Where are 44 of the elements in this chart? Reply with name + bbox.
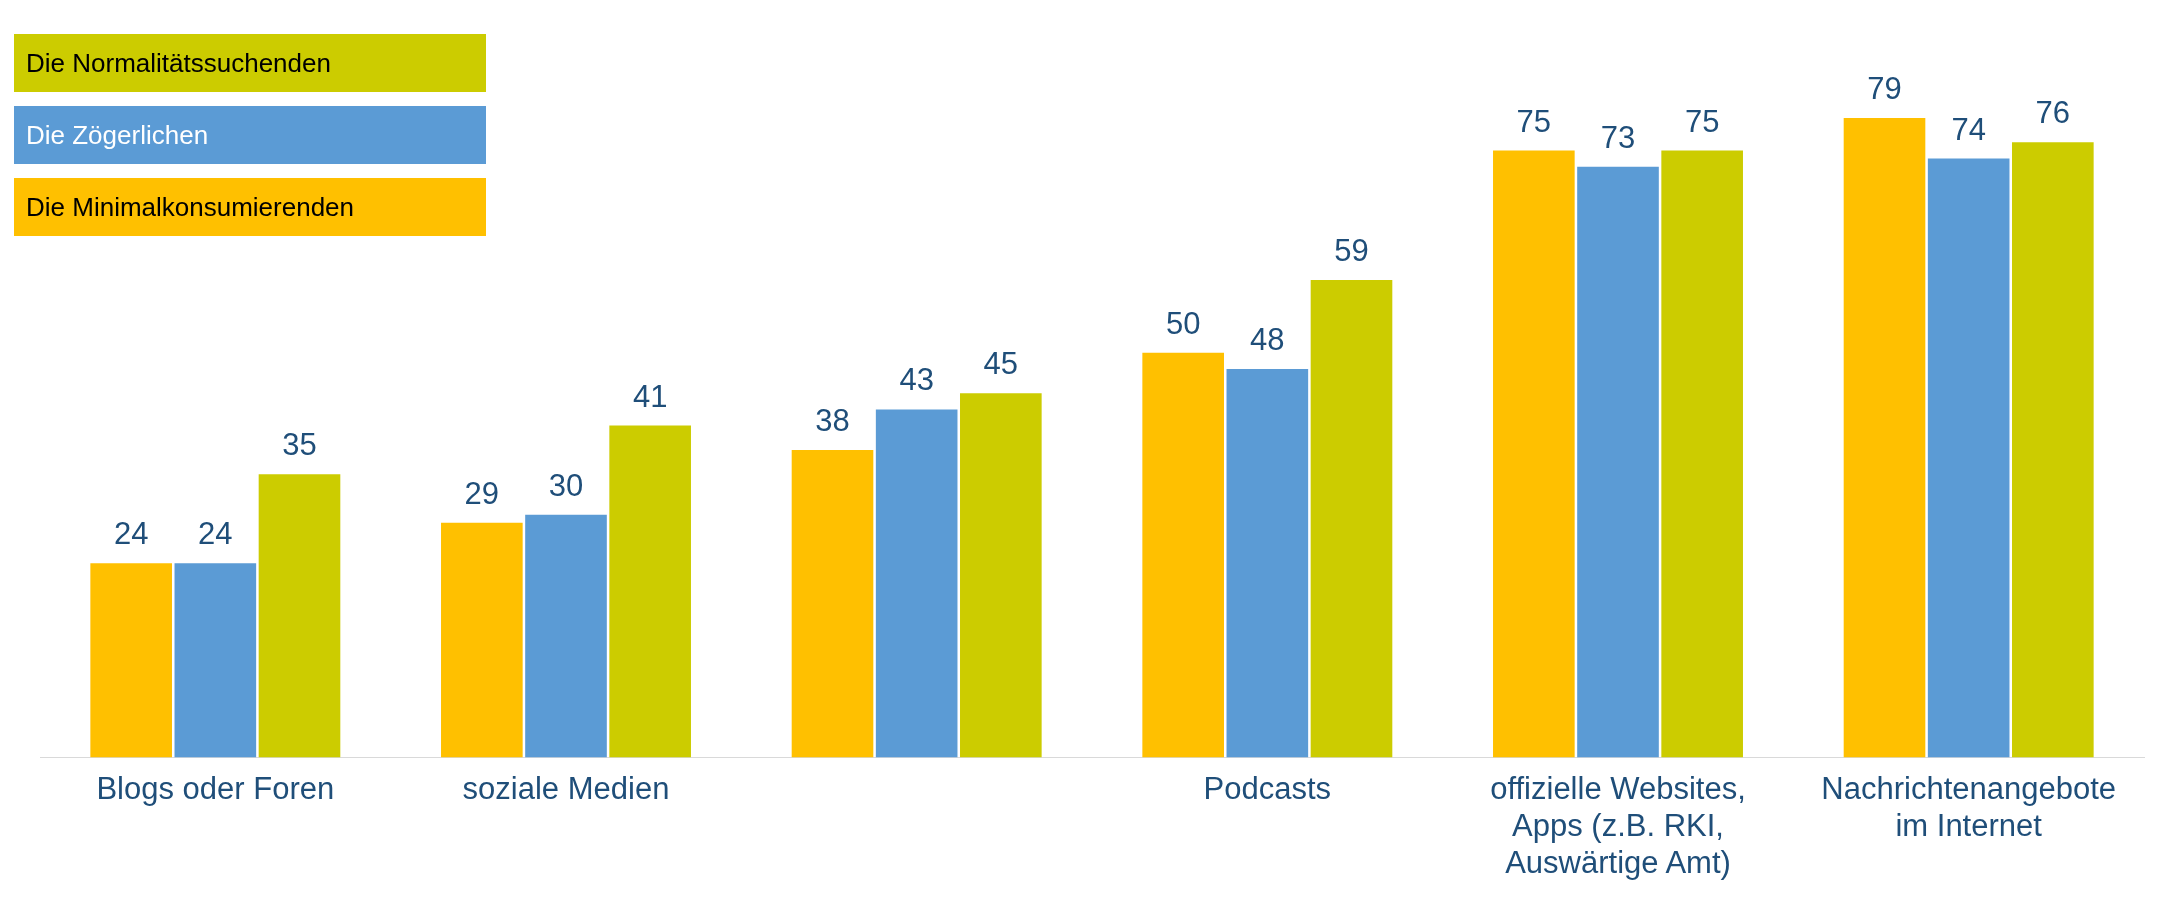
x-tick-label: Blogs oder Foren [96,770,335,806]
bar [1226,368,1309,758]
bar [90,563,172,758]
data-label: 30 [548,467,584,503]
x-tick-label: Podcasts [1203,770,1332,806]
data-label: 41 [632,378,668,414]
text: Die Zögerlichen [14,106,486,164]
data-label: 50 [1165,305,1201,341]
bar [174,563,257,758]
data-label: 75 [1684,103,1720,139]
text: Die Minimalkonsumierenden [14,178,486,236]
data-label: 45 [983,346,1019,382]
bar [1493,150,1575,758]
data-label: 24 [198,516,233,552]
bar [960,393,1042,758]
data-label: 43 [899,362,934,398]
data-label: 38 [815,402,850,438]
bar [791,449,874,758]
data-label: 24 [113,516,149,552]
data-label: 76 [2035,95,2071,131]
text: Die Normalitätssuchenden [14,34,486,92]
data-label: 74 [1951,111,1986,147]
data-label: 29 [464,475,500,511]
bar [1577,166,1659,758]
bar [1927,158,2010,758]
bar [1661,150,1743,758]
data-label: 48 [1250,322,1285,358]
bar [2012,142,2094,758]
data-label: 73 [1600,119,1636,155]
data-label: 59 [1334,232,1369,268]
bar [525,514,607,758]
bar [441,522,523,758]
bar [1142,352,1224,758]
data-label: 35 [282,427,317,463]
bar [258,474,341,758]
bar [1310,279,1393,758]
data-label: 79 [1867,71,1902,107]
x-tick-label: offizielle Websites, Apps (z.B. RKI, Auswärtige Amt) [1490,770,1746,880]
bar [609,425,691,758]
bar [1843,118,1926,758]
x-tick-label: Nachrichtenangebote im Internet [1821,770,2117,843]
x-tick-label: soziale Medien [462,770,670,806]
bar [875,409,958,758]
data-label: 75 [1516,103,1552,139]
